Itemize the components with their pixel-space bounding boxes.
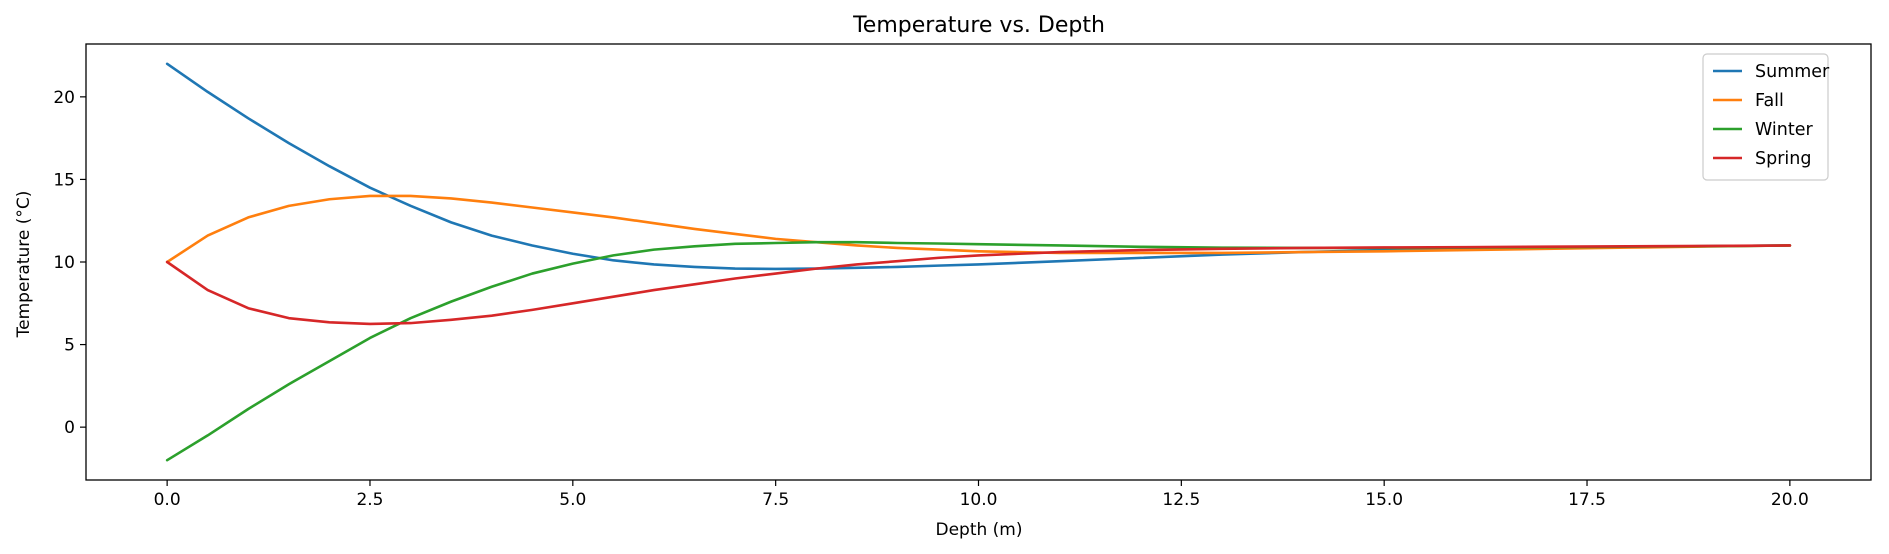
x-tick-label: 15.0 <box>1365 490 1403 510</box>
x-tick-label: 20.0 <box>1771 490 1809 510</box>
y-tick-label: 15 <box>53 170 75 190</box>
legend-label-summer: Summer <box>1755 62 1830 82</box>
axes: 0.0 2.5 5.0 7.5 10.0 12.5 15.0 17.5 20.0 0 5 10 15 20 <box>53 43 1872 510</box>
x-tick-label: 2.5 <box>356 490 383 510</box>
series-line-spring <box>165 244 1792 326</box>
chart-title: Temperature vs. Depth <box>852 13 1105 38</box>
legend: Summer Fall Winter Spring <box>1702 53 1830 181</box>
x-tick-label: 10.0 <box>960 490 998 510</box>
x-tick-label: 12.5 <box>1162 490 1200 510</box>
legend-label-fall: Fall <box>1755 91 1784 111</box>
legend-label-winter: Winter <box>1755 120 1814 140</box>
y-tick-label: 5 <box>64 336 75 356</box>
y-axis-label: Temperature (°C) <box>14 191 34 339</box>
legend-label-spring: Spring <box>1755 149 1811 169</box>
y-tick-label: 0 <box>64 418 75 438</box>
x-axis-label: Depth (m) <box>935 520 1022 540</box>
x-tick-label: 7.5 <box>762 490 789 510</box>
series-lines <box>165 62 1792 462</box>
x-tick-label: 5.0 <box>559 490 586 510</box>
x-tick-label: 17.5 <box>1568 490 1606 510</box>
plot-area <box>86 44 1871 480</box>
series-line-fall <box>165 194 1792 264</box>
plot-background <box>86 44 1871 480</box>
y-tick-label: 10 <box>53 253 75 273</box>
legend-box <box>1702 53 1829 181</box>
y-tick-label: 20 <box>53 88 75 108</box>
x-tick-label: 0.0 <box>154 490 181 510</box>
